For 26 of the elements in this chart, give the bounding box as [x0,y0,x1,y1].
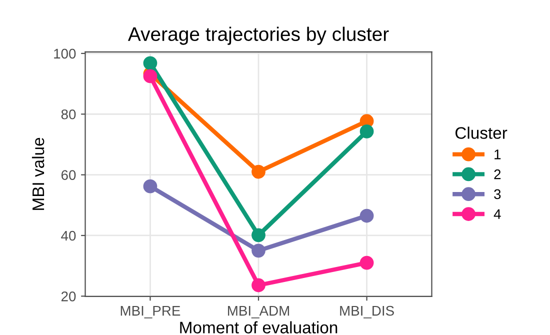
x-tick-label: MBI_ADM [228,306,289,318]
y-tick-label: 80 [61,109,76,120]
y-tick-label: 40 [61,230,76,241]
chart-title: Average trajectories by cluster [128,26,389,45]
legend-label: 1 [494,150,501,160]
x-tick-label: MBI_PRE [120,306,180,318]
y-axis-title: MBI value [32,138,44,210]
point [252,164,266,179]
legend-label: 2 [494,169,501,180]
y-tick-label: 20 [61,292,76,302]
point [360,124,374,138]
point [143,179,158,194]
legend-title: Cluster [455,126,508,139]
point [143,56,158,70]
point [143,69,158,84]
point [360,256,374,270]
legend-label: 3 [494,189,501,200]
legend-label: 4 [494,209,501,219]
point [360,208,374,223]
y-tick-label: 60 [61,170,76,180]
x-tick-label: MBI_DIS [340,306,394,318]
point [252,278,266,292]
x-axis-title: Moment of evaluation [180,321,338,334]
point [252,228,266,242]
point [252,244,266,258]
y-tick-label: 100 [54,48,76,59]
